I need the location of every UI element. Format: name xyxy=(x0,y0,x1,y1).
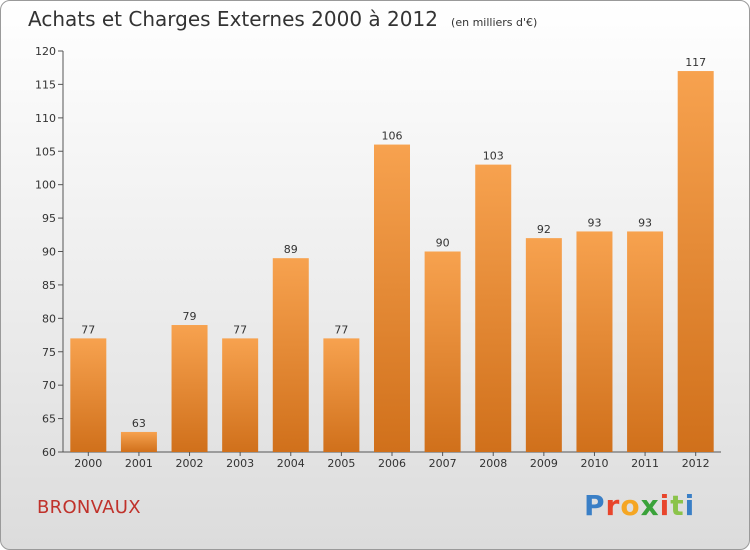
bar-2008 xyxy=(475,164,512,452)
bar-2003 xyxy=(222,338,259,452)
x-tick-label-2007: 2007 xyxy=(429,457,457,470)
x-tick-label-2012: 2012 xyxy=(682,457,710,470)
y-tick-label-8: 100 xyxy=(35,179,56,192)
chart-title-block: Achats et Charges Externes 2000 à 2012 (… xyxy=(28,7,537,31)
chart-unit: (en milliers d'€) xyxy=(451,16,538,29)
bar-2007 xyxy=(424,251,461,452)
data-label-2011: 93 xyxy=(638,216,652,229)
x-tick-label-2003: 2003 xyxy=(226,457,254,470)
data-label-2001: 63 xyxy=(132,417,146,430)
chart-title: Achats et Charges Externes 2000 à 2012 xyxy=(28,7,438,31)
logo-letter: P xyxy=(584,489,606,522)
y-tick-label-7: 95 xyxy=(42,212,56,225)
y-tick-label-12: 120 xyxy=(35,45,56,58)
bar-2012 xyxy=(677,71,714,453)
y-tick-label-2: 70 xyxy=(42,379,56,392)
y-tick-label-5: 85 xyxy=(42,279,56,292)
x-tick-label-2011: 2011 xyxy=(631,457,659,470)
data-label-2010: 93 xyxy=(587,216,601,229)
bar-2006 xyxy=(374,144,410,453)
data-label-2000: 77 xyxy=(81,323,95,336)
y-tick-label-3: 75 xyxy=(42,346,56,359)
bar-2002 xyxy=(171,325,208,452)
logo-letter: o xyxy=(620,489,641,522)
bar-2000 xyxy=(70,338,107,452)
data-label-2006: 106 xyxy=(382,130,403,143)
commune-name: BRONVAUX xyxy=(37,497,141,518)
data-label-2008: 103 xyxy=(483,150,504,163)
x-tick-label-2006: 2006 xyxy=(378,457,406,470)
data-label-2004: 89 xyxy=(284,243,298,256)
x-tick-label-2001: 2001 xyxy=(125,457,153,470)
y-tick-label-0: 60 xyxy=(42,446,56,459)
y-tick-label-11: 115 xyxy=(35,78,56,91)
logo-letter: r xyxy=(605,489,621,522)
x-tick-label-2009: 2009 xyxy=(530,457,558,470)
y-tick-label-1: 65 xyxy=(42,413,56,426)
x-tick-label-2008: 2008 xyxy=(479,457,507,470)
y-tick-label-9: 105 xyxy=(35,145,56,158)
x-tick-label-2002: 2002 xyxy=(176,457,204,470)
data-label-2005: 77 xyxy=(334,323,348,336)
y-tick-label-6: 90 xyxy=(42,246,56,259)
bar-2004 xyxy=(272,258,309,452)
y-tick-label-10: 110 xyxy=(35,112,56,125)
x-tick-label-2004: 2004 xyxy=(277,457,305,470)
logo-letter: x xyxy=(640,489,660,522)
data-label-2009: 92 xyxy=(537,223,551,236)
data-label-2002: 79 xyxy=(183,310,197,323)
data-label-2007: 90 xyxy=(436,237,450,250)
bar-2001 xyxy=(120,431,157,452)
bar-2011 xyxy=(627,231,664,452)
x-tick-label-2000: 2000 xyxy=(74,457,102,470)
proxiti-logo: Proxiti xyxy=(584,489,695,522)
y-tick-label-4: 80 xyxy=(42,312,56,325)
bar-2010 xyxy=(576,231,613,452)
logo-letter: i xyxy=(659,489,671,522)
x-tick-label-2005: 2005 xyxy=(327,457,355,470)
bar-2005 xyxy=(323,338,360,452)
x-tick-label-2010: 2010 xyxy=(580,457,608,470)
data-label-2012: 117 xyxy=(685,56,706,69)
logo-letter: i xyxy=(684,489,696,522)
bar-2009 xyxy=(525,238,562,452)
logo-letter: t xyxy=(670,489,685,522)
data-label-2003: 77 xyxy=(233,323,247,336)
